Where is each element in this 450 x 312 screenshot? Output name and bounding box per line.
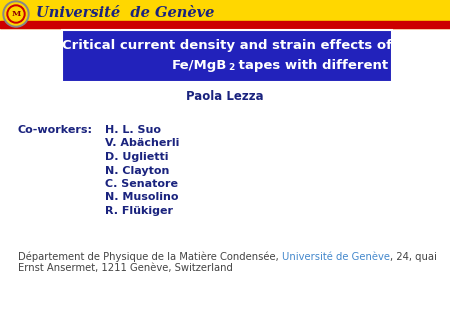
Text: R. Flükiger: R. Flükiger [105,206,173,216]
Text: Co-workers:: Co-workers: [18,125,93,135]
Circle shape [9,7,23,21]
Text: Ernst Ansermet, 1211 Genève, Switzerland: Ernst Ansermet, 1211 Genève, Switzerland [18,263,233,273]
Text: , 24, quai: , 24, quai [390,252,437,262]
Text: Université  de Genève: Université de Genève [36,6,214,20]
Text: C. Senatore: C. Senatore [105,179,178,189]
Text: 2: 2 [228,63,234,72]
Text: tapes with different particle sizes: tapes with different particle sizes [234,59,450,71]
Bar [0,0,450,28]
Text: D. Uglietti: D. Uglietti [105,152,168,162]
Text: N. Musolino: N. Musolino [105,193,179,202]
Circle shape [7,5,25,23]
Text: Université de Genève: Université de Genève [282,252,390,262]
Text: Fe/MgB: Fe/MgB [171,59,227,71]
Text: N. Clayton: N. Clayton [105,165,169,175]
Bar [0,21,450,28]
Text: Critical current density and strain effects of: Critical current density and strain effe… [62,40,392,52]
Circle shape [5,3,27,25]
Text: V. Abächerli: V. Abächerli [105,139,180,149]
Text: Paola Lezza: Paola Lezza [186,90,264,104]
Text: Département de Physique de la Matière Condensée,: Département de Physique de la Matière Co… [18,252,282,262]
Text: M: M [11,10,21,18]
FancyBboxPatch shape [62,30,392,82]
Circle shape [3,1,29,27]
Text: H. L. Suo: H. L. Suo [105,125,161,135]
